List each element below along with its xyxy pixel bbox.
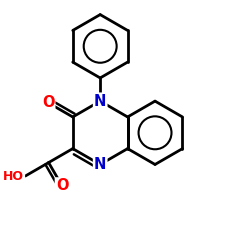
Text: O: O [42,95,54,110]
Text: O: O [56,178,68,194]
Text: N: N [94,157,106,172]
Text: HO: HO [3,170,24,182]
Text: N: N [94,94,106,109]
